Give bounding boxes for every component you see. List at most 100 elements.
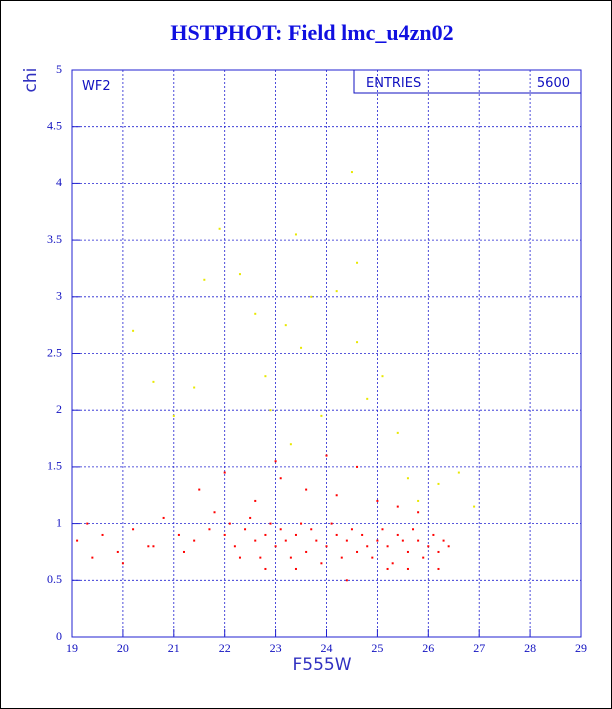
x-tick-label: 28: [524, 641, 536, 655]
y-tick-label: 4.5: [47, 118, 62, 132]
point: [86, 522, 89, 525]
point: [391, 562, 394, 565]
point: [376, 539, 379, 542]
point: [406, 477, 409, 480]
point: [294, 233, 297, 236]
point: [305, 488, 308, 491]
point: [350, 171, 353, 174]
point: [310, 528, 313, 531]
y-tick-label: 1.5: [47, 459, 62, 473]
y-tick-label: 5: [56, 62, 62, 76]
point: [305, 550, 308, 553]
point: [300, 522, 303, 525]
point: [91, 556, 94, 559]
point: [320, 414, 323, 417]
point: [259, 556, 262, 559]
point: [396, 505, 399, 508]
point: [193, 539, 196, 542]
point: [274, 545, 277, 548]
point: [335, 290, 338, 293]
point: [76, 539, 79, 542]
plot-area: [71, 69, 582, 638]
point: [182, 550, 185, 553]
point: [254, 539, 257, 542]
point: [132, 528, 135, 531]
y-tick-label: 3.5: [47, 232, 62, 246]
point: [417, 499, 420, 502]
point: [132, 329, 135, 332]
point: [233, 545, 236, 548]
point: [345, 539, 348, 542]
point: [315, 539, 318, 542]
x-tick-label: 20: [117, 641, 129, 655]
point: [330, 522, 333, 525]
point: [121, 562, 124, 565]
point: [300, 346, 303, 349]
point: [264, 567, 267, 570]
point: [437, 567, 440, 570]
point: [284, 324, 287, 327]
x-tick-label: 24: [321, 641, 333, 655]
point: [356, 261, 359, 264]
point: [223, 471, 226, 474]
point: [193, 386, 196, 389]
y-tick-label: 2.5: [47, 345, 62, 359]
point: [162, 516, 165, 519]
point: [437, 550, 440, 553]
x-tick-label: 27: [473, 641, 485, 655]
point: [356, 341, 359, 344]
point: [284, 539, 287, 542]
x-tick-label: 25: [371, 641, 383, 655]
point: [335, 494, 338, 497]
point: [101, 533, 104, 536]
point: [325, 545, 328, 548]
x-tick-label: 29: [575, 641, 587, 655]
point: [172, 414, 175, 417]
point: [203, 278, 206, 281]
point: [269, 409, 272, 412]
point: [244, 528, 247, 531]
y-tick-label: 0.5: [47, 572, 62, 586]
point: [345, 579, 348, 582]
point: [356, 550, 359, 553]
point: [198, 488, 201, 491]
point: [422, 556, 425, 559]
point: [289, 443, 292, 446]
point: [432, 533, 435, 536]
point: [249, 516, 252, 519]
point: [228, 522, 231, 525]
x-tick-label: 22: [219, 641, 231, 655]
point: [223, 533, 226, 536]
point: [279, 528, 282, 531]
point: [401, 539, 404, 542]
point: [294, 567, 297, 570]
y-tick-label: 1: [56, 515, 62, 529]
point: [473, 505, 476, 508]
x-tick-label: 26: [422, 641, 434, 655]
x-axis-label: F555W: [292, 655, 351, 675]
point: [396, 431, 399, 434]
x-tick-label: 23: [270, 641, 282, 655]
point: [366, 397, 369, 400]
x-tick-label: 19: [66, 641, 78, 655]
point: [208, 528, 211, 531]
point: [427, 545, 430, 548]
y-tick-label: 4: [56, 175, 62, 189]
y-tick-label: 3: [56, 289, 62, 303]
x-tick-label: 21: [168, 641, 180, 655]
point: [447, 545, 450, 548]
point: [457, 471, 460, 474]
point: [279, 477, 282, 480]
point: [340, 556, 343, 559]
y-tick-label: 0: [56, 629, 62, 643]
point: [264, 533, 267, 536]
point: [320, 562, 323, 565]
point: [437, 482, 440, 485]
point: [294, 533, 297, 536]
point: [406, 550, 409, 553]
point: [371, 556, 374, 559]
point: [218, 227, 221, 230]
panel-label: WF2: [82, 79, 111, 94]
point: [406, 567, 409, 570]
